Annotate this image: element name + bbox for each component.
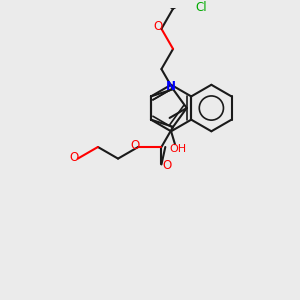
Text: O: O bbox=[69, 151, 78, 164]
Text: Cl: Cl bbox=[195, 2, 207, 14]
Text: O: O bbox=[163, 159, 172, 172]
Text: OH: OH bbox=[169, 144, 187, 154]
Text: O: O bbox=[154, 20, 163, 33]
Text: O: O bbox=[130, 139, 140, 152]
Text: N: N bbox=[166, 80, 176, 93]
